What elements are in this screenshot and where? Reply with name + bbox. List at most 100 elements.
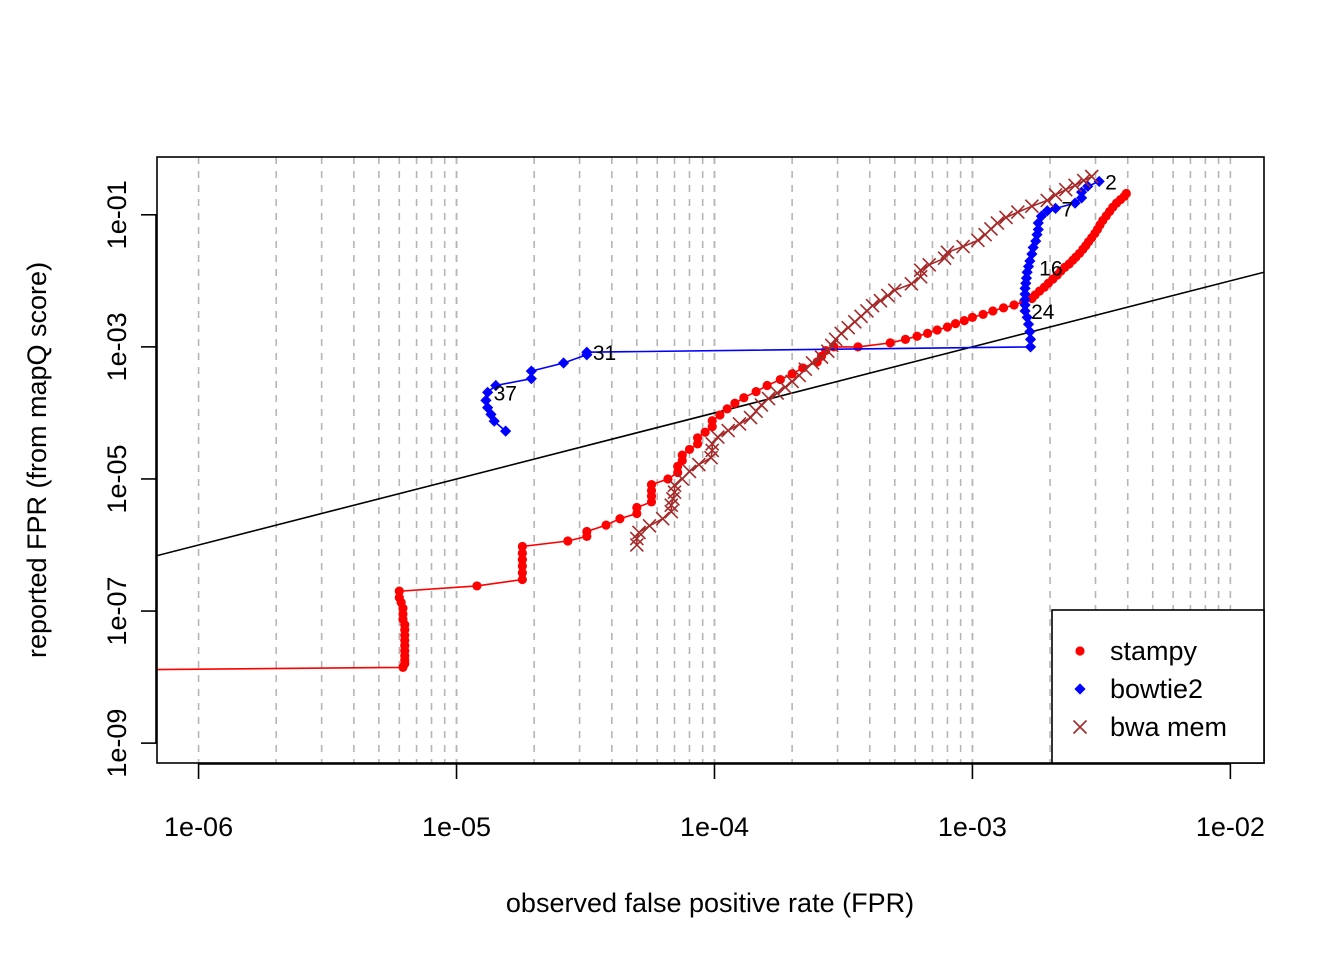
point-stampy (700, 427, 710, 437)
point-bowtie2 (1021, 266, 1033, 278)
series-line-bwa-mem (635, 175, 1093, 545)
series-layer (157, 169, 1131, 673)
point-bwa-mem (1024, 199, 1039, 214)
point-stampy (959, 315, 969, 326)
point-bwa-mem (913, 269, 928, 284)
point-bowtie2 (1032, 217, 1044, 229)
point-bwa-mem (682, 464, 697, 479)
point-stampy (684, 444, 695, 455)
point-bowtie2 (482, 386, 494, 398)
point-stampy (978, 309, 988, 320)
point-bwa-mem (667, 485, 682, 500)
y-tick-label: 1e-07 (102, 577, 132, 646)
point-bwa-mem (922, 257, 937, 272)
point-bwa-mem (824, 338, 839, 353)
y-axis: 1e-09 1e-07 1e-05 1e-03 1e-01 (102, 180, 157, 778)
point-bowtie2 (1049, 202, 1062, 214)
point-bowtie2 (488, 415, 500, 427)
y-tick-label: 1e-09 (102, 709, 132, 778)
point-bwa-mem (721, 423, 736, 438)
point-bwa-mem (1076, 173, 1091, 188)
point-bwa-mem (710, 430, 725, 445)
point-stampy (885, 338, 895, 348)
point-stampy (922, 328, 933, 338)
point-stampy (646, 480, 657, 490)
point-bwa-mem (655, 511, 670, 526)
point-bwa-mem (940, 245, 955, 260)
point-label: 2 (1105, 171, 1117, 194)
point-bowtie2 (1076, 192, 1088, 204)
point-bwa-mem (990, 215, 1005, 231)
point-bwa-mem (956, 239, 971, 254)
point-bowtie2 (1082, 180, 1094, 192)
point-bowtie2 (1019, 299, 1031, 311)
series-stampy (157, 188, 1131, 673)
point-bwa-mem (770, 385, 785, 401)
point-annotations: 2 7 16 24 31 37 (494, 171, 1117, 405)
point-stampy (730, 398, 740, 408)
legend-key-bwa-mem (1072, 719, 1088, 735)
point-bowtie2 (1020, 277, 1032, 289)
point-stampy (967, 312, 978, 322)
point-bowtie2 (1024, 326, 1036, 338)
point-stampy (394, 586, 404, 596)
point-bwa-mem (705, 436, 720, 451)
series-bowtie2 (480, 175, 1105, 437)
point-stampy (751, 387, 761, 397)
point-bowtie2 (1022, 260, 1035, 273)
point-bwa-mem (1058, 182, 1073, 197)
y-tick-label: 1e-05 (102, 444, 132, 513)
point-bwa-mem (631, 525, 647, 540)
point-bowtie2 (1030, 235, 1042, 247)
y-tick-label: 1e-01 (102, 180, 132, 249)
point-bowtie2 (1024, 255, 1036, 267)
point-bwa-mem (834, 326, 849, 341)
point-bwa-mem (998, 210, 1014, 225)
point-bowtie2 (581, 349, 593, 361)
legend-label-bwa-mem: bwa mem (1110, 712, 1227, 742)
point-bwa-mem (1068, 178, 1083, 193)
point-stampy (950, 319, 961, 329)
point-bwa-mem (1084, 169, 1099, 184)
x-axis: 1e-06 1e-05 1e-04 1e-03 1e-02 (164, 763, 1265, 842)
point-bwa-mem (705, 443, 720, 458)
point-bwa-mem (887, 283, 902, 298)
point-bwa-mem (904, 276, 919, 291)
point-bowtie2 (500, 425, 512, 437)
point-bowtie2 (1093, 175, 1105, 188)
point-label: 37 (494, 382, 517, 405)
point-label: 7 (1062, 198, 1074, 221)
point-stampy (517, 548, 527, 558)
point-stampy (707, 416, 717, 426)
point-bowtie2 (525, 365, 537, 377)
point-stampy (715, 410, 725, 420)
legend-box (1051, 609, 1265, 764)
point-stampy (517, 541, 527, 552)
point-stampy (739, 393, 749, 403)
point-bowtie2 (525, 373, 537, 385)
point-stampy (932, 325, 942, 335)
point-bwa-mem (642, 518, 657, 533)
point-stampy (775, 374, 785, 385)
point-stampy (517, 555, 527, 565)
point-bowtie2 (1019, 282, 1031, 294)
point-stampy (563, 536, 573, 546)
point-stampy (1121, 188, 1131, 199)
point-stampy (615, 514, 625, 524)
point-stampy (853, 342, 863, 352)
point-stampy (632, 502, 642, 513)
point-stampy (601, 520, 611, 530)
x-tick-label: 1e-03 (938, 812, 1007, 842)
point-label: 31 (593, 342, 616, 365)
point-stampy (517, 561, 527, 571)
reference-line-y-equals-x (157, 271, 1264, 557)
point-bowtie2 (1022, 318, 1035, 330)
point-bwa-mem (805, 355, 820, 371)
point-bwa-mem (629, 537, 644, 553)
legend-key-stampy (1075, 646, 1085, 656)
x-tick-label: 1e-05 (422, 812, 491, 842)
plot-frame (156, 156, 1265, 764)
y-tick-label: 1e-03 (102, 312, 132, 381)
point-bowtie2 (1024, 333, 1037, 345)
